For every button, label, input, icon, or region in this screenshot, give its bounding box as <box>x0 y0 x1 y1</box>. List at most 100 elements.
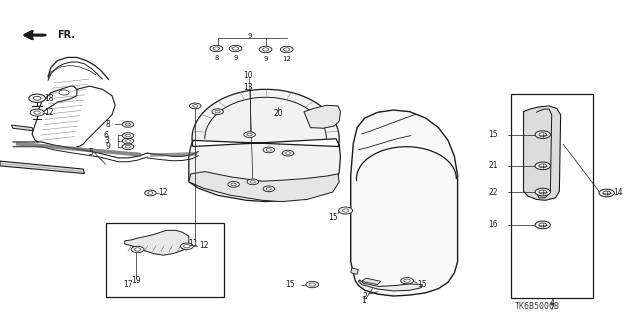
Circle shape <box>280 46 293 53</box>
Bar <box>511 94 593 298</box>
Text: TK6B5000B: TK6B5000B <box>515 302 560 311</box>
Circle shape <box>535 162 550 170</box>
Circle shape <box>134 248 141 251</box>
Circle shape <box>401 278 413 284</box>
Circle shape <box>342 209 349 212</box>
Text: 6: 6 <box>104 131 109 140</box>
Polygon shape <box>304 105 340 128</box>
Circle shape <box>244 132 255 137</box>
Circle shape <box>122 138 134 144</box>
Circle shape <box>122 144 134 150</box>
Circle shape <box>284 48 290 51</box>
Text: 14: 14 <box>612 189 623 197</box>
Circle shape <box>306 281 319 288</box>
Circle shape <box>215 110 220 113</box>
Circle shape <box>228 182 239 187</box>
Circle shape <box>193 105 198 107</box>
Text: 21: 21 <box>488 161 498 170</box>
Text: 22: 22 <box>488 188 498 197</box>
Text: 12: 12 <box>159 189 168 197</box>
Circle shape <box>309 283 316 286</box>
Circle shape <box>282 150 294 156</box>
Circle shape <box>263 186 275 192</box>
Text: 18: 18 <box>44 94 53 103</box>
Circle shape <box>59 90 69 95</box>
Circle shape <box>184 245 190 248</box>
Circle shape <box>263 147 275 153</box>
Polygon shape <box>362 278 381 285</box>
Circle shape <box>125 123 131 126</box>
Text: 1: 1 <box>361 296 366 305</box>
Text: 2: 2 <box>362 292 367 300</box>
Text: 7: 7 <box>549 303 554 312</box>
Text: 11: 11 <box>189 239 198 248</box>
Circle shape <box>125 145 131 148</box>
Bar <box>106 223 224 297</box>
Text: 8: 8 <box>106 120 110 129</box>
Circle shape <box>539 133 547 137</box>
Text: 19: 19 <box>131 276 141 285</box>
Circle shape <box>189 103 201 109</box>
Circle shape <box>539 164 547 168</box>
Circle shape <box>259 46 272 53</box>
Text: 16: 16 <box>488 220 498 229</box>
Circle shape <box>285 152 291 154</box>
Polygon shape <box>189 172 339 202</box>
Circle shape <box>404 279 410 282</box>
Circle shape <box>247 179 259 185</box>
Text: 3: 3 <box>104 137 109 145</box>
Circle shape <box>539 223 547 227</box>
Circle shape <box>603 191 611 195</box>
Circle shape <box>148 192 153 194</box>
Circle shape <box>125 134 131 137</box>
Circle shape <box>33 96 41 100</box>
Text: 17: 17 <box>123 280 133 289</box>
Circle shape <box>535 188 550 196</box>
Circle shape <box>262 48 269 51</box>
Circle shape <box>34 111 40 114</box>
Text: 13: 13 <box>243 83 253 92</box>
Polygon shape <box>351 268 358 274</box>
Text: 9: 9 <box>233 55 238 61</box>
Circle shape <box>122 133 134 138</box>
Circle shape <box>535 131 550 138</box>
Text: 9: 9 <box>263 56 268 62</box>
Circle shape <box>535 221 550 229</box>
Circle shape <box>213 47 220 50</box>
Text: 20: 20 <box>273 109 284 118</box>
Text: 15: 15 <box>417 280 428 289</box>
Text: 9: 9 <box>247 33 252 39</box>
Circle shape <box>180 243 193 249</box>
Text: 15: 15 <box>285 280 294 289</box>
Circle shape <box>125 140 131 142</box>
Text: FR.: FR. <box>58 30 76 40</box>
Circle shape <box>250 181 255 183</box>
Circle shape <box>229 45 242 52</box>
Text: 8: 8 <box>214 55 219 61</box>
Polygon shape <box>12 125 33 131</box>
Circle shape <box>539 190 547 194</box>
Circle shape <box>145 190 156 196</box>
Text: 12: 12 <box>44 108 53 117</box>
Circle shape <box>266 188 271 190</box>
Circle shape <box>339 207 353 214</box>
Polygon shape <box>125 230 189 255</box>
Text: 9: 9 <box>105 142 110 151</box>
Text: 15: 15 <box>328 213 338 222</box>
Circle shape <box>131 246 144 253</box>
Polygon shape <box>358 280 422 291</box>
Circle shape <box>30 109 44 116</box>
Text: 4: 4 <box>549 299 554 308</box>
Circle shape <box>29 94 45 102</box>
Text: 12: 12 <box>199 241 208 250</box>
Circle shape <box>231 183 236 186</box>
Text: 5: 5 <box>88 148 93 157</box>
Circle shape <box>247 133 252 136</box>
Text: 10: 10 <box>243 71 253 80</box>
Text: 12: 12 <box>282 56 291 62</box>
Circle shape <box>210 45 223 52</box>
Circle shape <box>232 47 239 50</box>
Circle shape <box>266 149 271 151</box>
Circle shape <box>122 122 134 127</box>
Circle shape <box>599 189 614 197</box>
